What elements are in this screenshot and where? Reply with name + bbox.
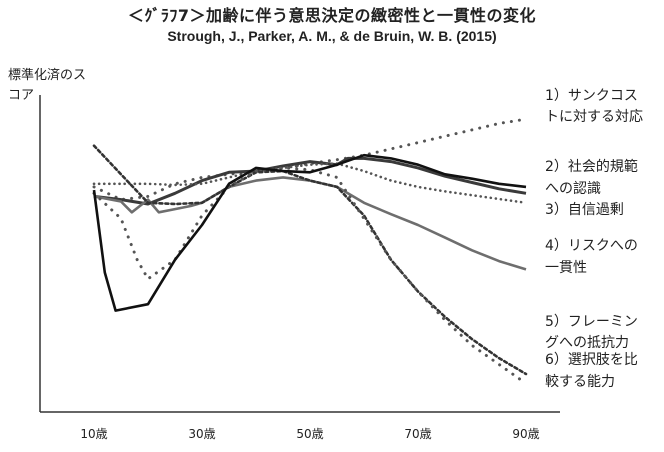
legend-label-4: 一貫性 — [545, 260, 587, 276]
series-layer — [92, 117, 528, 385]
legend-label-4: 4）リスクへの — [545, 238, 638, 254]
x-tick-labels: 10歳 30歳 50歳 70歳 90歳 — [80, 427, 539, 441]
chart-title: ＜ｸﾞﾗﾌ7＞加齢に伴う意思決定の緻密性と一貫性の変化 — [127, 6, 537, 25]
series-line-4 — [93, 176, 527, 271]
legend-label-5: グへの抵抗力 — [545, 335, 629, 351]
series-line-5 — [92, 144, 528, 376]
y-axis-label: 標準化済のスコア — [8, 68, 87, 103]
legend-label-6: 6）選択肢を比 — [545, 352, 638, 368]
axes — [39, 95, 560, 413]
chart-subtitle: Strough, J., Parker, A. M., & de Bruin, … — [167, 28, 497, 44]
legend-label-1: トに対する対応 — [545, 109, 643, 125]
series-line-7 — [92, 153, 527, 312]
legend-label-3: 3）自信過剰 — [545, 202, 624, 218]
legend-label-5: 5）フレーミン — [545, 314, 638, 330]
x-tick-label: 50歳 — [296, 427, 323, 441]
legend-label-2: への認識 — [545, 181, 601, 197]
legend-label-1: 1）サンクコス — [545, 88, 638, 104]
series-line-2 — [93, 156, 527, 206]
x-tick-label: 90歳 — [512, 427, 539, 441]
x-tick-label: 10歳 — [80, 427, 107, 441]
series-line-3 — [92, 162, 528, 205]
legend-label-6: 較する能力 — [545, 374, 615, 390]
x-tick-label: 30歳 — [188, 427, 215, 441]
series-line-6 — [92, 166, 528, 385]
legend-label-2: 2）社会的規範 — [545, 158, 638, 175]
x-tick-label: 70歳 — [404, 427, 431, 441]
series-line-1 — [92, 117, 528, 202]
